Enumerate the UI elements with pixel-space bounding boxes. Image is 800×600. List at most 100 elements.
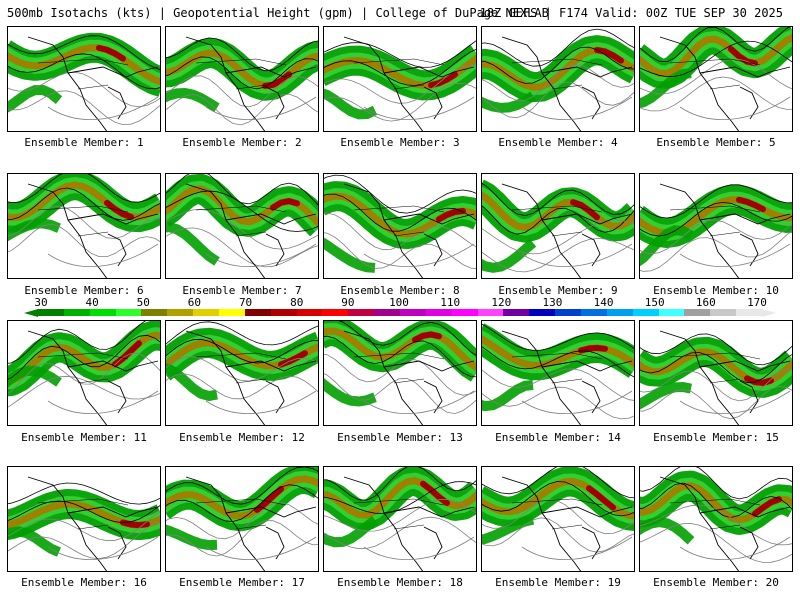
- colorbar-tick-label: 150: [644, 296, 665, 309]
- ensemble-member-label: Ensemble Member: 11: [21, 431, 147, 444]
- colorbar-swatch: [684, 309, 711, 316]
- ensemble-panel-20: [639, 466, 793, 572]
- colorbar-tick-label: 100: [389, 296, 409, 309]
- ensemble-panel-4: [481, 26, 635, 132]
- forecast-map-3: [324, 36, 476, 131]
- colorbar-swatch: [451, 309, 479, 316]
- colorbar-swatch: [244, 309, 272, 316]
- forecast-map-7: [166, 174, 318, 278]
- colorbar-tick-label: 170: [747, 296, 767, 309]
- ensemble-member-label: Ensemble Member: 10: [653, 284, 779, 297]
- forecast-map-5: [640, 27, 792, 131]
- colorbar-swatch: [632, 309, 660, 316]
- forecast-map-2: [166, 36, 318, 131]
- ensemble-member-label: Ensemble Member: 19: [495, 576, 621, 589]
- colorbar-swatch: [115, 309, 142, 316]
- colorbar-swatch: [710, 309, 737, 316]
- ensemble-member-label: Ensemble Member: 14: [495, 431, 621, 444]
- colorbar-swatch: [477, 309, 504, 316]
- ensemble-panel-15: [639, 320, 793, 426]
- ensemble-panel-2: [165, 26, 319, 132]
- forecast-map-10: [640, 183, 792, 278]
- colorbar-swatch: [63, 309, 91, 316]
- forecast-map-1: [8, 32, 160, 131]
- ensemble-member-label: Ensemble Member: 12: [179, 431, 305, 444]
- forecast-map-16: [8, 476, 160, 571]
- ensemble-member-label: Ensemble Member: 20: [653, 576, 779, 589]
- colorbar-swatch: [38, 309, 65, 316]
- colorbar-swatch: [581, 309, 608, 316]
- ensemble-panel-14: [481, 320, 635, 426]
- colorbar-tick-label: 130: [542, 296, 563, 309]
- ensemble-panel-5: [639, 26, 793, 132]
- ensemble-member-label: Ensemble Member: 2: [182, 136, 302, 149]
- colorbar-swatch: [555, 309, 582, 316]
- ensemble-panel-10: [639, 173, 793, 279]
- colorbar-swatch: [296, 309, 323, 316]
- colorbar-tick-label: 60: [187, 296, 202, 309]
- ensemble-member-label: Ensemble Member: 5: [656, 136, 776, 149]
- forecast-map-12: [166, 321, 318, 425]
- forecast-map-6: [8, 174, 160, 278]
- colorbar-max-arrow: [762, 309, 776, 317]
- ensemble-member-label: Ensemble Member: 8: [340, 284, 460, 297]
- colorbar-swatch: [322, 309, 349, 316]
- forecast-map-8: [324, 174, 476, 278]
- colorbar-tick-label: 140: [593, 296, 614, 309]
- forecast-map-19: [482, 467, 634, 571]
- ensemble-panel-11: [7, 320, 161, 426]
- run-info: 18Z GEFS | F174 Valid: 00Z TUE SEP 30 20…: [479, 6, 783, 20]
- ensemble-panel-18: [323, 466, 477, 572]
- ensemble-member-label: Ensemble Member: 17: [179, 576, 305, 589]
- ensemble-panel-6: [7, 173, 161, 279]
- ensemble-member-label: Ensemble Member: 13: [337, 431, 463, 444]
- ensemble-member-label: Ensemble Member: 16: [21, 576, 147, 589]
- forecast-map-17: [166, 467, 318, 571]
- colorbar-tick-label: 70: [238, 296, 253, 309]
- wind-speed-colorbar: 30 40 50 60 70 80 90 100 110 120 130 140 150 160 170: [0, 296, 800, 318]
- ensemble-member-label: Ensemble Member: 18: [337, 576, 463, 589]
- ensemble-panel-13: [323, 320, 477, 426]
- colorbar-swatch: [193, 309, 220, 316]
- colorbar-swatch: [89, 309, 117, 316]
- colorbar-swatch: [400, 309, 427, 316]
- ensemble-panel-9: [481, 173, 635, 279]
- ensemble-member-label: Ensemble Member: 6: [24, 284, 144, 297]
- ensemble-panel-12: [165, 320, 319, 426]
- forecast-map-14: [482, 323, 634, 425]
- colorbar-swatch: [141, 309, 168, 316]
- header: 500mb Isotachs (kts) | Geopotential Heig…: [0, 0, 800, 24]
- colorbar-swatch: [219, 309, 246, 316]
- ensemble-panel-17: [165, 466, 319, 572]
- forecast-map-20: [640, 467, 792, 571]
- forecast-map-9: [482, 179, 634, 278]
- colorbar-swatch: [348, 309, 375, 316]
- ensemble-member-label: Ensemble Member: 1: [24, 136, 144, 149]
- forecast-map-11: [8, 321, 160, 425]
- ensemble-member-label: Ensemble Member: 3: [340, 136, 460, 149]
- colorbar-swatch: [425, 309, 453, 316]
- colorbar-tick-label: 50: [136, 296, 150, 309]
- colorbar-swatch: [606, 309, 634, 316]
- forecast-map-13: [324, 321, 476, 425]
- colorbar-tick-label: 30: [34, 296, 48, 309]
- colorbar-swatch: [658, 309, 685, 316]
- product-title: 500mb Isotachs (kts) | Geopotential Heig…: [7, 6, 549, 20]
- forecast-map-18: [324, 467, 476, 571]
- colorbar-tick-label: 40: [85, 296, 99, 309]
- colorbar-tick-label: 120: [491, 296, 512, 309]
- ensemble-panel-19: [481, 466, 635, 572]
- colorbar-swatch: [736, 309, 763, 316]
- colorbar-tick-label: 110: [440, 296, 461, 309]
- colorbar-swatch: [503, 309, 530, 316]
- ensemble-panel-7: [165, 173, 319, 279]
- ensemble-panel-16: [7, 466, 161, 572]
- colorbar-tick-label: 90: [341, 296, 355, 309]
- colorbar-tick-label: 80: [290, 296, 304, 309]
- ensemble-member-label: Ensemble Member: 7: [182, 284, 302, 297]
- ensemble-panel-8: [323, 173, 477, 279]
- forecast-map-4: [482, 28, 634, 131]
- ensemble-member-label: Ensemble Member: 4: [498, 136, 618, 149]
- colorbar-tick-label: 160: [695, 296, 716, 309]
- ensemble-panel-1: [7, 26, 161, 132]
